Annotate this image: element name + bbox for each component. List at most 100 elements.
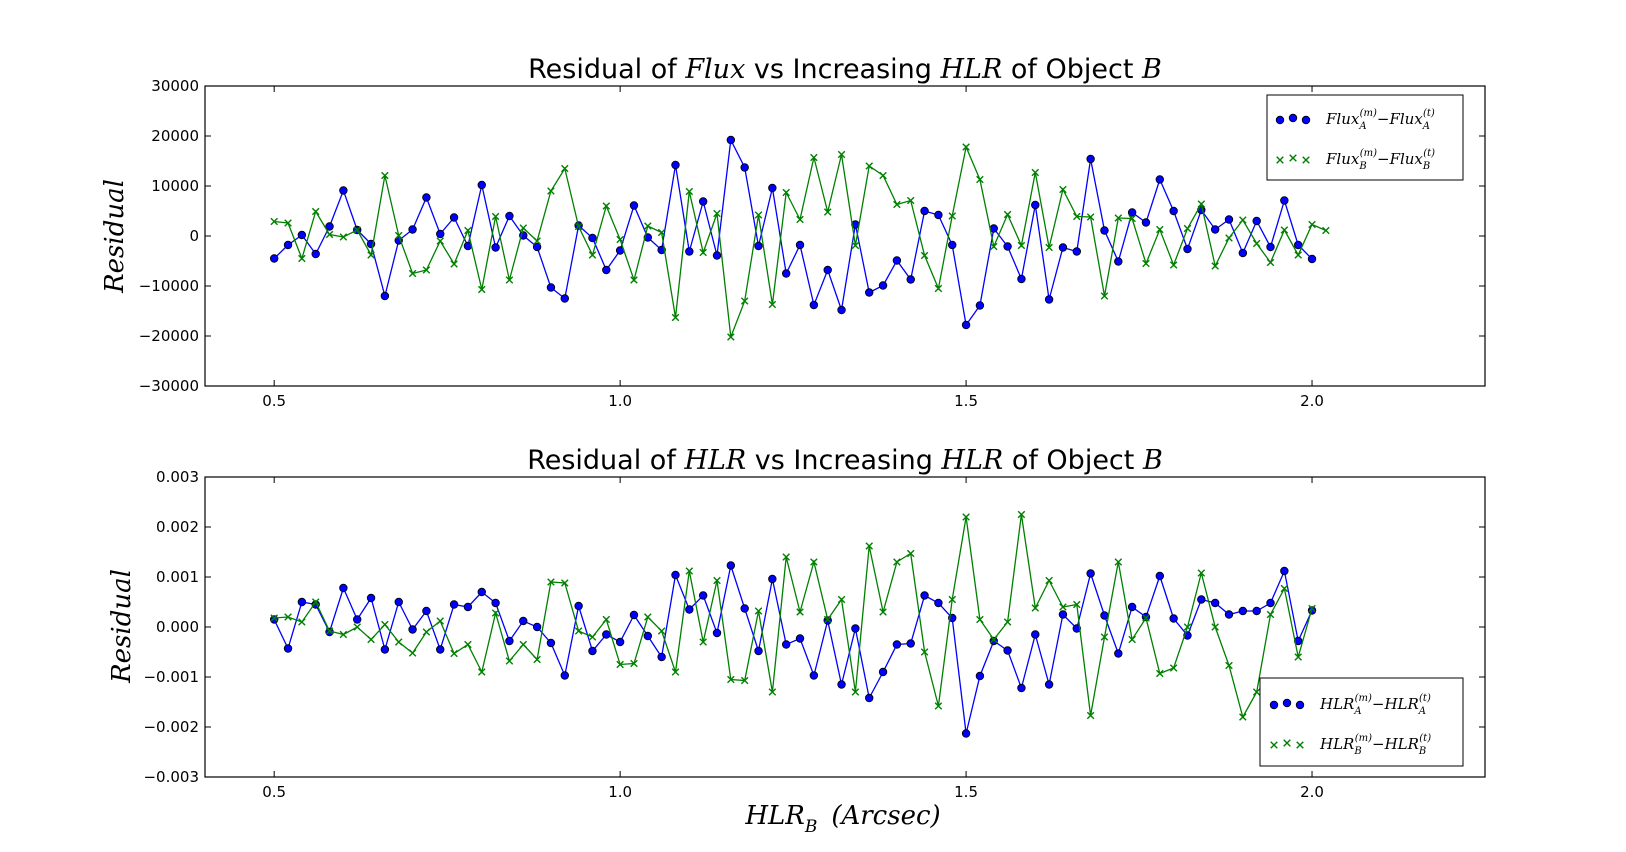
hlr-data-point — [1100, 633, 1109, 641]
hlr-data-point — [1031, 630, 1040, 639]
hlr-data-point — [1059, 603, 1067, 611]
hlr-data-point — [505, 657, 514, 665]
hlr-data-point — [796, 608, 804, 616]
hlr-x-tick-label: 1.0 — [608, 783, 632, 801]
hlr-data-point — [837, 595, 846, 604]
hlr-data-point — [1224, 610, 1234, 619]
flux-data-point — [1211, 262, 1219, 270]
flux-data-point — [1086, 213, 1095, 221]
hlr-legend-marker-b — [1270, 739, 1304, 749]
hlr-data-point — [1044, 680, 1054, 689]
flux-data-point — [740, 163, 749, 172]
flux-data-point — [699, 248, 707, 257]
flux-series-line — [273, 137, 1313, 327]
hlr-data-point — [284, 613, 292, 621]
flux-data-point — [630, 276, 638, 284]
hlr-data-point — [754, 646, 763, 656]
flux-data-point — [1114, 214, 1123, 222]
hlr-data-point — [837, 680, 846, 689]
flux-data-point — [1058, 243, 1068, 252]
flux-data-point — [1239, 216, 1247, 224]
hlr-data-point — [1225, 661, 1233, 670]
hlr-data-point — [1086, 569, 1095, 578]
hlr-data-point — [989, 635, 998, 644]
flux-legend-marker-a — [1275, 113, 1311, 125]
flux-legend-marker-b — [1276, 154, 1310, 164]
flux-y-tick-label: 10000 — [151, 177, 199, 195]
flux-data-point — [505, 276, 514, 284]
flux-data-point — [491, 243, 500, 252]
flux-data-point — [1307, 254, 1317, 264]
flux-data-point — [865, 162, 874, 170]
hlr-data-point — [726, 561, 736, 570]
hlr-data-point — [616, 660, 624, 669]
hlr-data-point — [1280, 566, 1289, 576]
hlr-data-point — [449, 600, 459, 609]
flux-data-point — [1169, 206, 1178, 216]
hlr-data-point — [297, 597, 307, 607]
hlr-data-point — [491, 598, 500, 608]
hlr-data-point — [560, 671, 569, 680]
flux-data-point — [602, 265, 611, 275]
hlr-data-point — [463, 602, 473, 612]
flux-data-point — [906, 196, 915, 205]
flux-data-point — [1031, 200, 1040, 210]
hlr-data-point — [408, 649, 417, 657]
flux-data-point — [1280, 226, 1289, 234]
flux-data-point — [547, 187, 555, 195]
flux-data-point — [644, 222, 652, 230]
hlr-data-point — [588, 646, 597, 656]
flux-data-point — [1266, 242, 1275, 252]
flux-data-point — [353, 226, 362, 234]
hlr-data-point — [1169, 664, 1178, 672]
hlr-data-point — [976, 615, 984, 624]
hlr-data-point — [809, 671, 819, 680]
hlr-data-point — [685, 567, 694, 575]
flux-legend-marker-a-dot — [1275, 115, 1285, 125]
flux-data-point — [934, 210, 943, 220]
flux-data-point — [768, 183, 777, 193]
hlr-data-point — [269, 615, 279, 624]
flux-data-point — [1127, 208, 1137, 217]
flux-data-point — [1293, 240, 1303, 250]
flux-data-point — [1225, 234, 1233, 242]
hlr-data-point — [1155, 571, 1165, 581]
flux-data-point — [740, 297, 749, 305]
hlr-chart-title: Residual of HLR vs Increasing HLR of Obj… — [527, 445, 1163, 476]
hlr-data-point — [1239, 713, 1247, 721]
flux-data-point — [989, 242, 998, 251]
flux-data-point — [491, 212, 500, 221]
hlr-x-tick-label: 0.5 — [262, 783, 286, 801]
flux-residual-panel: Residual of Flux vs Increasing HLR of Ob… — [100, 54, 1486, 410]
flux-data-point — [408, 225, 417, 234]
hlr-y-tick-label: 0.002 — [156, 518, 199, 536]
hlr-data-point — [629, 610, 639, 620]
hlr-data-point — [892, 640, 902, 649]
flux-legend-label-b: FluxB(m)−FluxB(t) — [1325, 148, 1435, 172]
flux-data-point — [726, 135, 736, 145]
hlr-data-point — [547, 578, 555, 586]
flux-legend-box — [1266, 94, 1464, 181]
hlr-legend-marker-a-dot — [1269, 700, 1279, 710]
flux-data-point — [519, 224, 528, 232]
hlr-data-point — [298, 618, 306, 626]
flux-data-point — [298, 254, 306, 263]
flux-data-point — [380, 291, 390, 301]
hlr-data-point — [339, 583, 348, 593]
hlr-data-point — [879, 608, 887, 616]
flux-data-point — [602, 202, 611, 210]
flux-data-point — [1238, 248, 1248, 258]
hlr-data-point — [781, 640, 791, 649]
flux-data-point — [574, 222, 583, 231]
hlr-data-point — [851, 688, 860, 696]
flux-data-point — [284, 219, 292, 227]
hlr-data-point — [532, 622, 542, 632]
hlr-series-line — [273, 562, 1313, 734]
hlr-data-point — [533, 655, 541, 664]
flux-data-point — [422, 266, 431, 274]
flux-data-point — [795, 240, 805, 250]
flux-data-point — [1210, 225, 1220, 234]
flux-chart-title: Residual of Flux vs Increasing HLR of Ob… — [528, 54, 1162, 85]
hlr-data-point — [1266, 610, 1275, 619]
flux-data-point — [629, 201, 639, 210]
